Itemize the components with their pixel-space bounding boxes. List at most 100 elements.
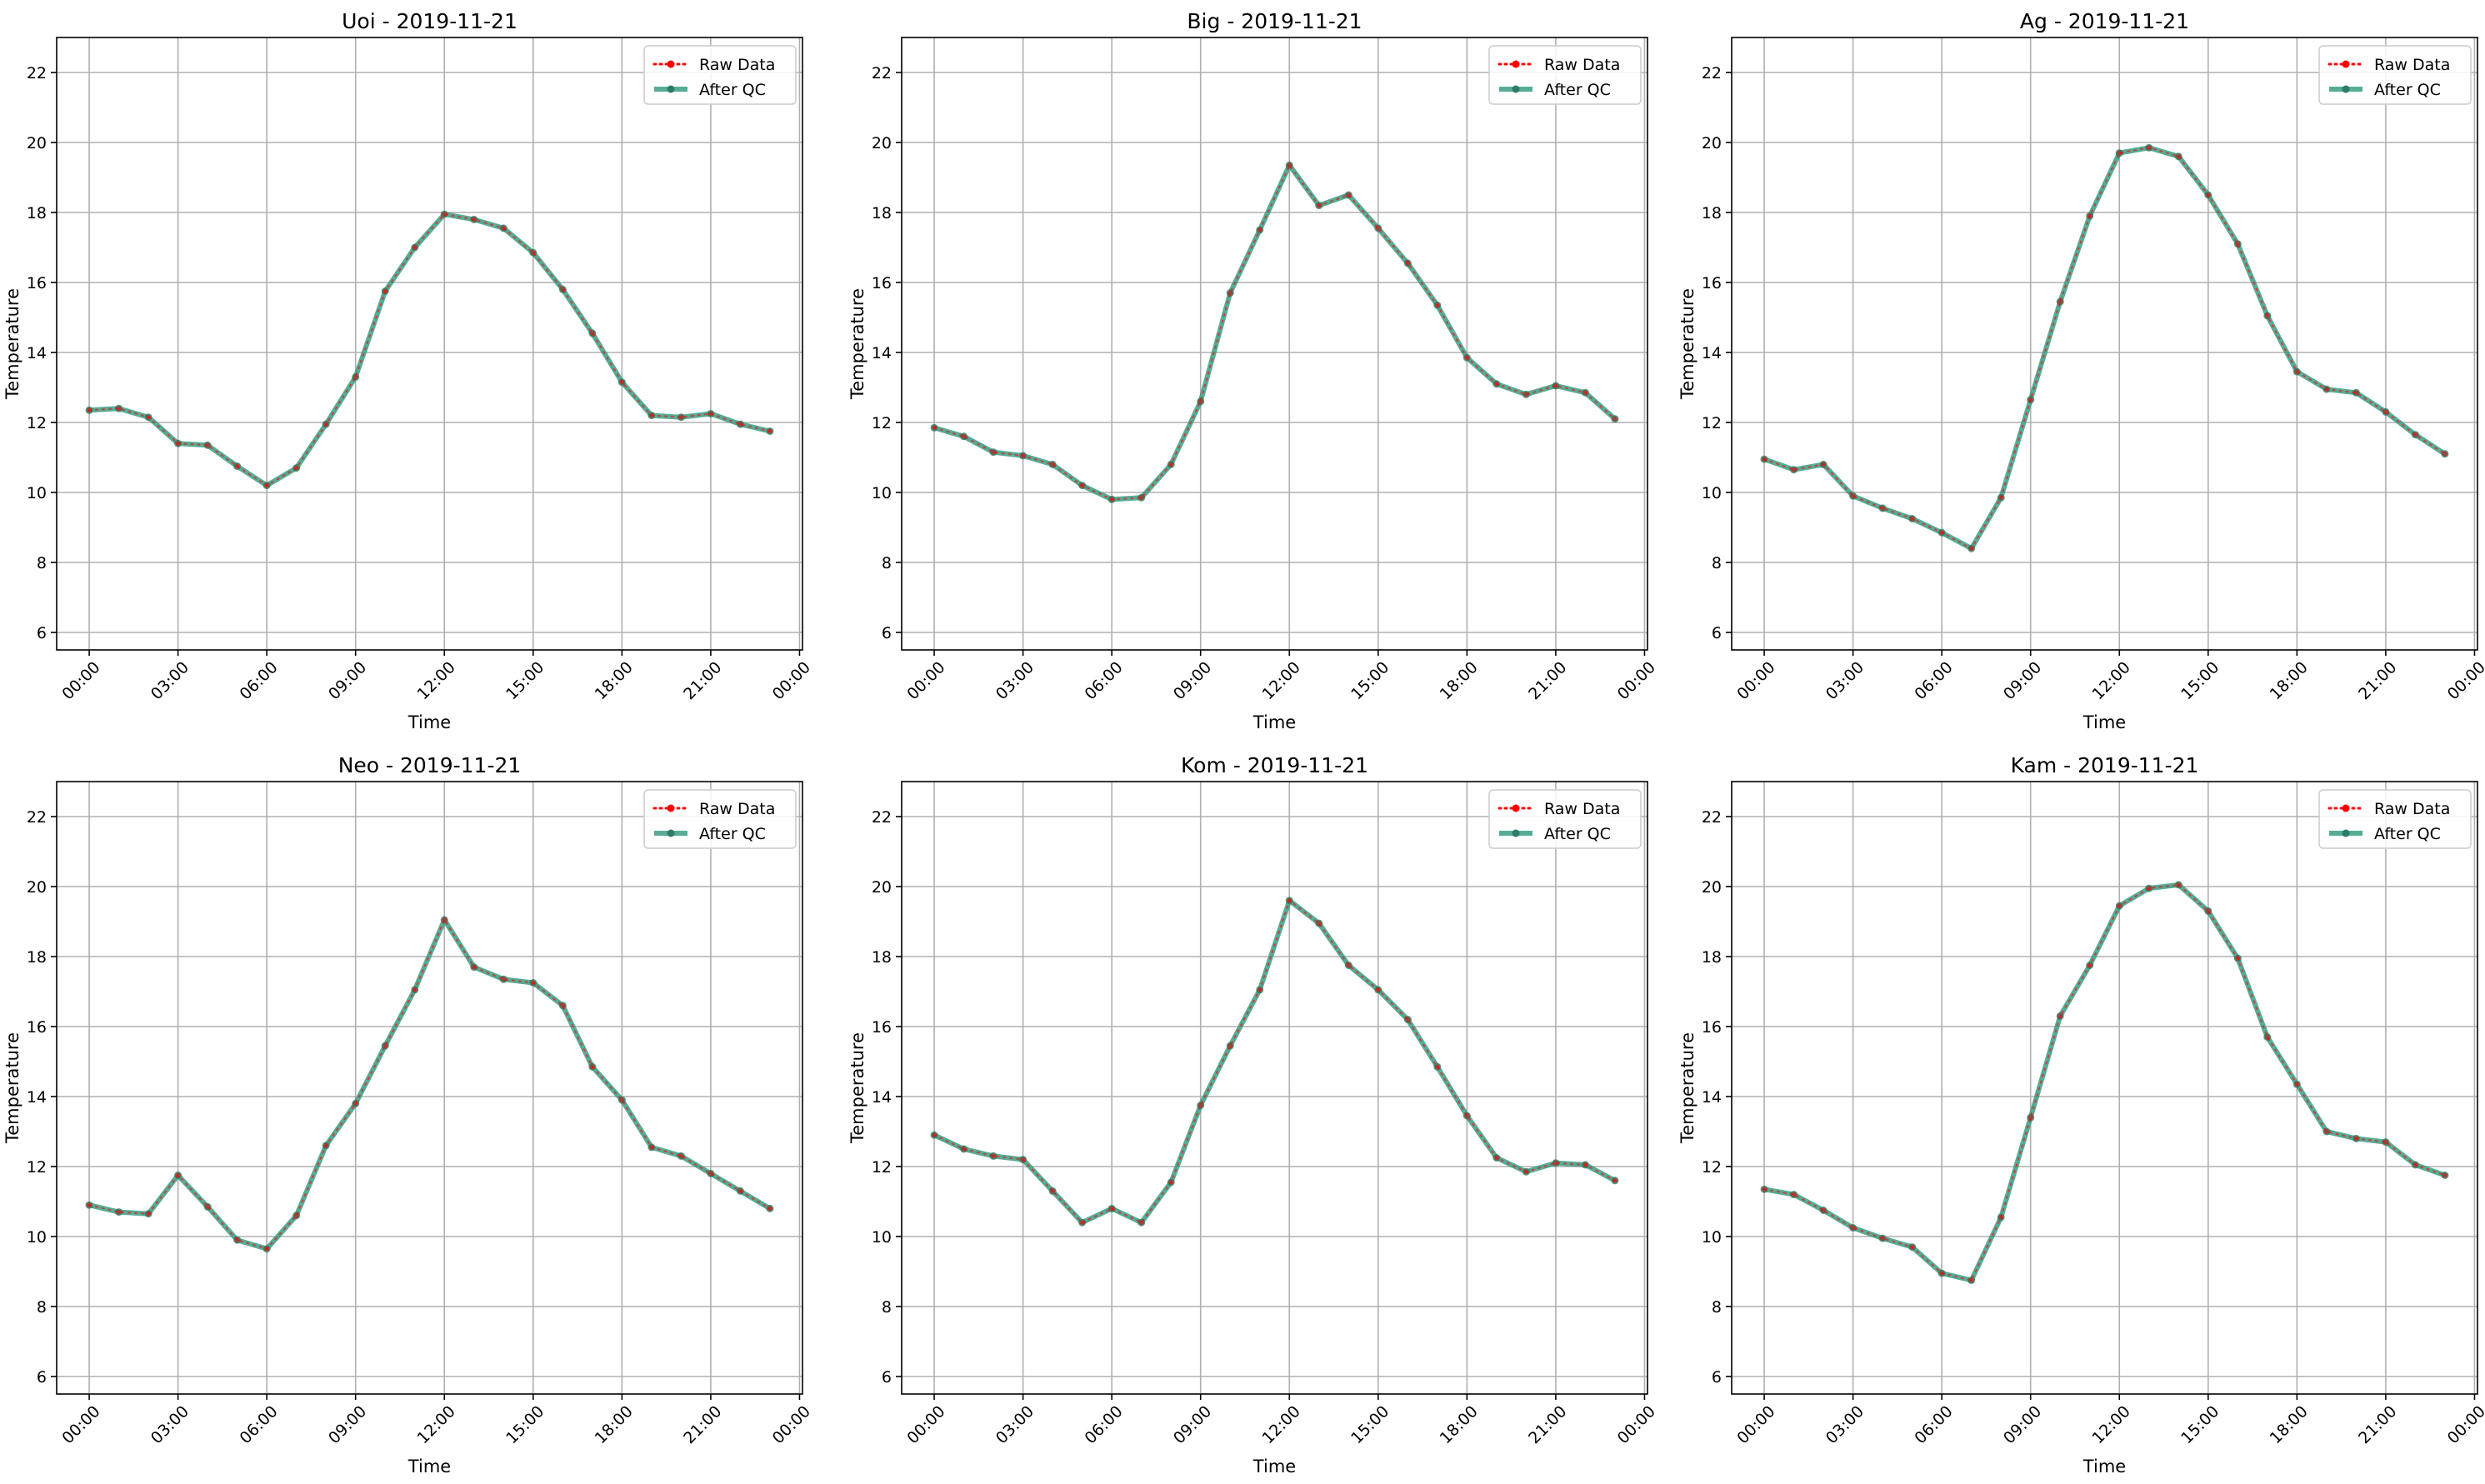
y-tick-label: 6 bbox=[37, 1368, 47, 1387]
y-axis-label: Temperature bbox=[2, 288, 22, 400]
legend-marker-qc bbox=[667, 85, 675, 93]
data-point bbox=[2205, 192, 2211, 197]
x-tick-label: 15:00 bbox=[1348, 1402, 1392, 1447]
x-tick-label: 09:00 bbox=[325, 1402, 370, 1447]
data-point bbox=[1791, 1192, 1797, 1197]
legend-marker-raw bbox=[1512, 804, 1520, 812]
x-tick-label: 12:00 bbox=[2089, 658, 2134, 703]
subplot: Uoi - 2019-11-21 6 8 10 12 14 16 18 20 22 00:00 03:… bbox=[2, 9, 814, 732]
data-point bbox=[1850, 493, 1856, 499]
legend-label: Raw Data bbox=[2374, 800, 2450, 818]
y-tick-label: 16 bbox=[872, 274, 892, 292]
data-point bbox=[2146, 886, 2152, 892]
data-point bbox=[1493, 381, 1499, 387]
x-tick-label: 06:00 bbox=[236, 1402, 281, 1447]
data-point bbox=[2058, 1013, 2063, 1019]
data-point bbox=[1257, 987, 1262, 992]
data-point bbox=[2353, 1136, 2359, 1142]
series-line bbox=[932, 899, 1617, 1224]
subplot: Neo - 2019-11-21 6 8 10 12 14 16 18 20 22 00:00 03:… bbox=[2, 753, 814, 1477]
data-point bbox=[1998, 1214, 2004, 1220]
data-point bbox=[1939, 530, 1945, 536]
x-tick-label: 00:00 bbox=[2444, 658, 2485, 703]
legend: Raw Data After QC bbox=[643, 45, 797, 105]
chart-title: Neo - 2019-11-21 bbox=[338, 753, 522, 777]
data-point bbox=[708, 1171, 713, 1177]
series-line bbox=[87, 917, 772, 1252]
subplot: Big - 2019-11-21 6 8 10 12 14 16 18 20 22 00:00 03:… bbox=[848, 9, 1659, 732]
x-tick-label: 06:00 bbox=[1911, 1402, 1956, 1447]
data-point bbox=[205, 442, 211, 448]
legend: Raw Data After QC bbox=[2318, 789, 2472, 849]
data-point bbox=[1405, 1017, 1411, 1022]
data-point bbox=[1168, 1179, 1174, 1185]
legend-marker-raw bbox=[667, 60, 675, 68]
x-tick-label: 15:00 bbox=[2178, 1402, 2222, 1447]
data-point bbox=[2412, 1162, 2418, 1167]
data-point bbox=[116, 1209, 122, 1215]
data-point bbox=[352, 1101, 358, 1107]
x-tick-label: 09:00 bbox=[2000, 658, 2045, 703]
data-point bbox=[1138, 495, 1144, 501]
x-tick-label: 21:00 bbox=[1525, 658, 1570, 703]
data-point bbox=[1612, 416, 1618, 422]
y-tick-label: 14 bbox=[1702, 344, 1722, 362]
plot-frame bbox=[1731, 781, 2478, 1395]
y-tick-label: 18 bbox=[872, 948, 892, 967]
data-point bbox=[87, 407, 92, 413]
data-point bbox=[1464, 1113, 1470, 1119]
x-tick-label: 21:00 bbox=[2355, 658, 2400, 703]
x-tick-label: 15:00 bbox=[2178, 658, 2222, 703]
data-point bbox=[1552, 1160, 1558, 1166]
chart-title: Ag - 2019-11-21 bbox=[2020, 9, 2189, 33]
series-line bbox=[932, 162, 1618, 502]
y-tick-label: 22 bbox=[872, 808, 892, 827]
data-point bbox=[1287, 162, 1292, 168]
data-point bbox=[2264, 1034, 2270, 1040]
data-point bbox=[412, 245, 418, 250]
plot-frame bbox=[1731, 37, 2478, 651]
y-tick-label: 20 bbox=[27, 134, 47, 152]
data-point bbox=[442, 212, 448, 217]
y-tick-label: 14 bbox=[1702, 1088, 1722, 1107]
legend-marker-qc bbox=[667, 829, 675, 837]
data-point bbox=[1375, 987, 1381, 992]
data-point bbox=[2087, 962, 2092, 968]
y-tick-label: 14 bbox=[27, 1088, 47, 1107]
y-axis-label: Temperature bbox=[1678, 288, 1698, 400]
series-line bbox=[88, 213, 772, 487]
data-point bbox=[382, 1043, 388, 1049]
data-point bbox=[1257, 227, 1262, 232]
data-point bbox=[2235, 956, 2241, 962]
x-tick-label: 00:00 bbox=[2444, 1402, 2485, 1447]
x-tick-label: 12:00 bbox=[2089, 1402, 2134, 1447]
data-point bbox=[1582, 390, 1588, 396]
series-line bbox=[1762, 145, 2448, 552]
data-point bbox=[708, 411, 713, 417]
y-tick-label: 14 bbox=[872, 1088, 892, 1107]
y-tick-label: 16 bbox=[27, 274, 47, 292]
x-axis-label: Time bbox=[408, 1457, 451, 1477]
data-point bbox=[1582, 1162, 1588, 1167]
y-tick-label: 12 bbox=[27, 1158, 47, 1177]
data-point bbox=[767, 1206, 772, 1212]
data-point bbox=[2028, 397, 2033, 402]
series-line bbox=[87, 212, 772, 488]
y-tick-label: 10 bbox=[27, 484, 47, 502]
legend-label: After QC bbox=[1544, 81, 1611, 99]
data-point bbox=[205, 1204, 211, 1210]
x-tick-label: 00:00 bbox=[1614, 658, 1659, 703]
y-tick-label: 20 bbox=[872, 134, 892, 152]
data-point bbox=[2294, 369, 2300, 375]
y-tick-label: 16 bbox=[1702, 1018, 1722, 1037]
subplot: Ag - 2019-11-21 6 8 10 12 14 16 18 20 22 00:00 03:0… bbox=[1678, 9, 2485, 732]
y-tick-label: 12 bbox=[872, 414, 892, 432]
y-tick-label: 10 bbox=[1702, 484, 1722, 502]
data-point bbox=[1493, 1155, 1499, 1161]
x-tick-label: 00:00 bbox=[1733, 1402, 1778, 1447]
x-tick-label: 12:00 bbox=[1259, 1402, 1304, 1447]
data-point bbox=[1762, 1187, 1768, 1192]
x-tick-label: 09:00 bbox=[325, 658, 370, 703]
data-point bbox=[116, 406, 122, 412]
legend-marker-raw bbox=[1512, 60, 1520, 68]
